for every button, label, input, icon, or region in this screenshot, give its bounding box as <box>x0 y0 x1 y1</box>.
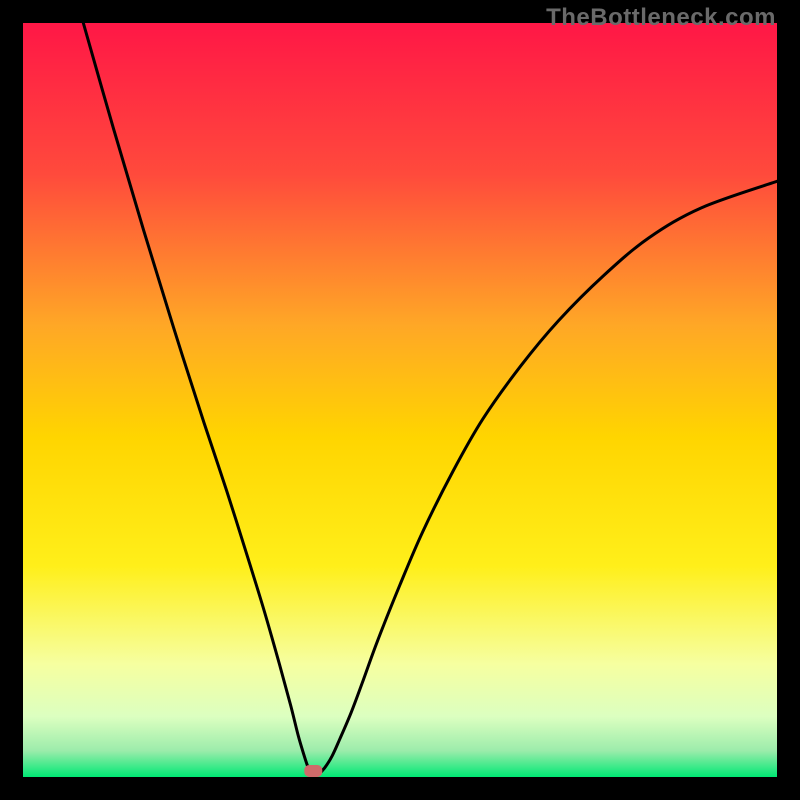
chart-frame: TheBottleneck.com <box>0 0 800 800</box>
chart-svg <box>23 23 777 777</box>
plot-area <box>23 23 777 777</box>
gradient-background <box>23 23 777 777</box>
min-marker <box>304 765 322 777</box>
watermark-text: TheBottleneck.com <box>546 4 776 32</box>
